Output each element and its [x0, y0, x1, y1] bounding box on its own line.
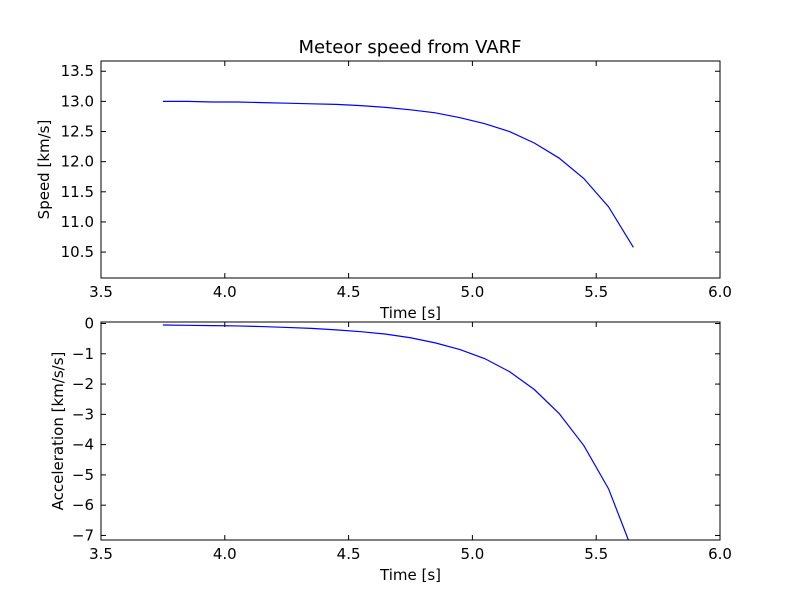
acceleration-series-line [162, 324, 629, 540]
speed-x-tick-label: 4.0 [213, 283, 237, 301]
acceleration-axes-frame [100, 321, 721, 541]
acceleration-y-tick-label: −6 [72, 496, 94, 514]
speed-x-tick-label: 6.0 [708, 283, 732, 301]
acceleration-x-tick-label: 5.0 [460, 545, 484, 563]
chart-title: Meteor speed from VARF [299, 37, 522, 58]
speed-x-tick-label: 3.5 [89, 283, 113, 301]
speed-x-tick-label: 4.5 [337, 283, 361, 301]
acceleration-y-axis-label: Acceleration [km/s/s] [49, 352, 67, 511]
speed-axes: 3.5 4.0 4.5 5.0 5.5 6.0 10.5 11.0 11.5 12.0 12.5 13… [35, 60, 732, 322]
acceleration-axes: 3.5 4.0 4.5 5.0 5.5 6.0 0 −1 −2 −3 −4 −5 −6 −7 Time [s… [49, 315, 732, 584]
acceleration-x-tick-label: 4.0 [213, 545, 237, 563]
speed-axes-frame [100, 60, 721, 279]
acceleration-y-tick-label: −5 [72, 466, 94, 484]
speed-y-tick-label: 11.0 [61, 213, 94, 231]
speed-y-tick-label: 11.5 [61, 183, 94, 201]
speed-y-tick-label: 13.0 [61, 92, 94, 110]
speed-series-line [162, 100, 634, 248]
speed-y-tick-label: 13.5 [61, 62, 94, 80]
acceleration-x-tick-label: 5.5 [584, 545, 608, 563]
acceleration-y-tick-label: −3 [72, 405, 94, 423]
acceleration-y-tick-label: 0 [84, 315, 94, 333]
acceleration-y-tick-label: −7 [72, 526, 94, 544]
acceleration-x-tick-label: 3.5 [89, 545, 113, 563]
acceleration-x-tick-label: 4.5 [337, 545, 361, 563]
acceleration-y-tick-label: −2 [72, 375, 94, 393]
acceleration-x-axis-label: Time [s] [379, 566, 441, 584]
speed-x-tick-label: 5.0 [460, 283, 484, 301]
acceleration-y-tick-label: −1 [72, 345, 94, 363]
speed-y-axis-label: Speed [km/s] [35, 120, 53, 220]
speed-x-tick-label: 5.5 [584, 283, 608, 301]
speed-y-tick-label: 10.5 [61, 243, 94, 261]
acceleration-y-tick-label: −4 [72, 436, 94, 454]
speed-y-tick-label: 12.0 [61, 153, 94, 171]
speed-y-tick-label: 12.5 [61, 123, 94, 141]
speed-x-axis-label: Time [s] [379, 304, 441, 322]
acceleration-x-tick-label: 6.0 [708, 545, 732, 563]
